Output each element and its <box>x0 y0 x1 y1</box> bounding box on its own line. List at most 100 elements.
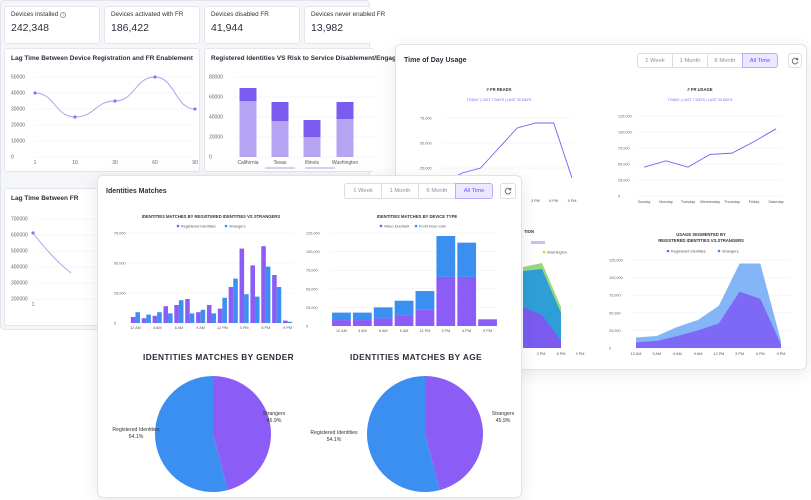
x-tick-label: Thursday <box>724 200 740 204</box>
y-tick-label: 25,000 <box>306 306 318 310</box>
bar-registered <box>185 299 190 323</box>
x-tick-label: 9 AM <box>196 326 205 330</box>
bar-strangers <box>276 287 282 323</box>
bar-video-doorbell <box>457 276 477 326</box>
x-tick-label: 3 AM <box>652 352 661 356</box>
legend-swatch <box>265 167 295 169</box>
y-tick-label: 20000 <box>209 135 223 141</box>
x-tick-label: 6 PM <box>462 329 471 333</box>
identities-matches-panel: Identities Matches 1 Week 1 Month 6 Mont… <box>97 175 522 498</box>
stat-card-activated[interactable]: Devices activated with FR 186,422 <box>104 6 200 44</box>
bar-front-door-cam <box>415 291 435 310</box>
y-tick-label: 50000 <box>11 75 25 81</box>
stat-card-disabled[interactable]: Devices disabled FR 41,944 <box>204 6 300 44</box>
x-tick-label: California <box>237 160 258 166</box>
chart1-title: IDENTITIES MATCHES BY REGISTERED IDENTIT… <box>142 214 280 219</box>
bar-segment <box>336 119 354 157</box>
gender-registered-label: Registered Identities 54.1% <box>108 427 164 441</box>
refresh-button[interactable] <box>788 53 802 68</box>
refresh-button[interactable] <box>500 183 516 199</box>
stat-value: 242,348 <box>11 22 49 34</box>
legend-dot <box>542 250 546 254</box>
bar-strangers <box>157 312 162 323</box>
y-tick-label: 25,000 <box>420 167 432 171</box>
identities-bar-charts: IDENTITIES MATCHES BY REGISTERED IDENTIT… <box>114 214 498 333</box>
bar-strangers <box>222 297 227 323</box>
x-tick-label: 9 PM <box>568 199 577 203</box>
age-registered-label: Registered Identities 54.1% <box>306 430 362 444</box>
x-tick-label: Friday <box>749 200 760 204</box>
data-point <box>113 99 117 103</box>
x-tick: 3 PM <box>537 352 546 356</box>
legend-dot-strangers <box>717 249 721 253</box>
range-all-time[interactable]: All Time <box>455 183 493 199</box>
x-tick-label: 3 PM <box>735 352 744 356</box>
stat-card-installed[interactable]: Devices installed i 242,348 <box>4 6 100 44</box>
bar-front-door-cam <box>352 312 372 321</box>
y-tick-label: 75,000 <box>420 117 432 121</box>
label-text: Strangers <box>262 411 286 417</box>
info-icon[interactable]: i <box>60 11 67 18</box>
area-purple <box>523 307 561 348</box>
bar-video-doorbell <box>352 320 372 326</box>
data-point <box>73 115 77 119</box>
lag-time-card: Lag Time Between Device Registration and… <box>4 48 200 172</box>
y-tick-label: 50,000 <box>114 262 126 266</box>
fr-usage-title: # FR USAGE <box>687 87 712 92</box>
bar-registered <box>196 312 201 323</box>
x-tick: 9 PM <box>576 352 585 356</box>
y-tick-label: 50,000 <box>306 287 318 291</box>
time-of-day-charts: # FR READS TODAY | LAST 7 DAYS | LAST 30… <box>420 87 791 356</box>
stat-card-never[interactable]: Devices never enabled FR 13,982 <box>304 6 386 44</box>
bar-video-doorbell <box>478 319 497 326</box>
age-title: IDENTITIES MATCHES BY AGE <box>350 352 483 362</box>
stat-label: Devices activated with FR <box>111 11 184 18</box>
bar-strangers <box>233 278 238 323</box>
range-selector: 1 Week 1 Month 6 Month All Time <box>344 183 493 199</box>
range-1-month[interactable]: 1 Month <box>672 53 708 68</box>
bar-segment <box>239 101 257 157</box>
x-tick-label: 6 AM <box>175 326 184 330</box>
y-tick-label: 200000 <box>11 297 28 303</box>
range-6-month[interactable]: 6 Month <box>418 183 456 199</box>
x-tick-label: 3 PM <box>240 326 249 330</box>
fr-usage-line <box>643 128 777 168</box>
label-pct: 45.9% <box>266 418 282 424</box>
data-point <box>33 91 37 95</box>
bar-strangers <box>265 266 271 323</box>
y-tick-label: 25,000 <box>609 329 621 333</box>
y-tick-label: 10000 <box>11 139 25 145</box>
range-all-time[interactable]: All Time <box>742 53 778 68</box>
x-tick-label: 10 <box>72 160 78 166</box>
hidden-chart-title-fragment: TION <box>524 229 534 234</box>
legend-registered: Registered Identities <box>671 250 706 254</box>
x-tick-label: 12 AM <box>130 326 141 330</box>
bar-front-door-cam <box>373 307 393 319</box>
x-tick-label: Sunday <box>638 200 651 204</box>
x-tick-label: Saturday <box>768 200 783 204</box>
pie-slice <box>213 376 271 491</box>
y-tick-label: 40000 <box>209 115 223 121</box>
x-tick-label: 90 <box>192 160 198 166</box>
data-point <box>193 107 197 111</box>
x-tick-label: 9 AM <box>400 329 409 333</box>
range-selector: 1 Week 1 Month 6 Month All Time <box>637 53 778 68</box>
refresh-icon <box>504 187 512 195</box>
legend-dot-front-door <box>414 224 418 228</box>
bar-registered <box>206 305 212 323</box>
stat-value: 41,944 <box>211 22 244 34</box>
x-tick: 6 PM <box>557 352 566 356</box>
x-tick-label: 12 AM <box>336 329 347 333</box>
gender-strangers-label: Strangers 45.9% <box>259 411 289 425</box>
label-text: Registered Identities <box>310 430 358 436</box>
card-title: Lag Time Between Device Registration and… <box>11 55 193 62</box>
panel-title: Time of Day Usage <box>404 57 467 64</box>
range-6-month[interactable]: 6 Month <box>707 53 743 68</box>
stat-label: Devices never enabled FR <box>311 11 386 18</box>
bar-video-doorbell <box>436 276 456 326</box>
range-1-week[interactable]: 1 Week <box>637 53 673 68</box>
legend-strangers: Strangers <box>229 225 246 229</box>
lag-line <box>34 76 196 118</box>
y-tick-label: 0 <box>209 155 212 161</box>
lag2-line <box>32 232 72 274</box>
